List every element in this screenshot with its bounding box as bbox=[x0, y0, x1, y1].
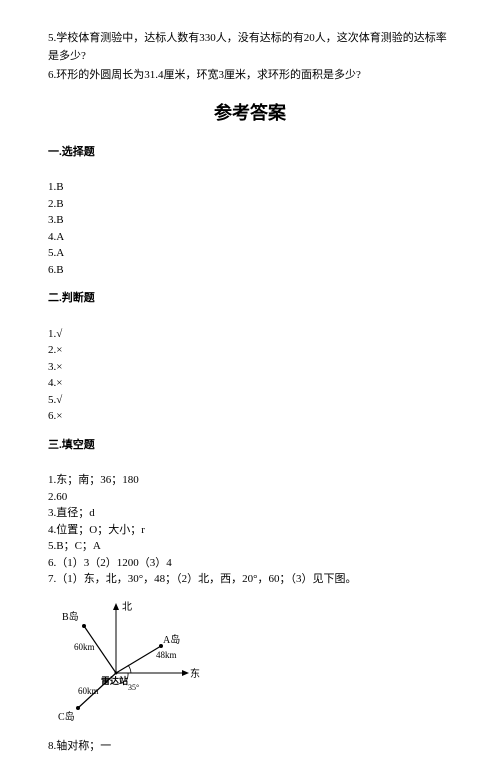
label-c-island: C岛 bbox=[58, 710, 75, 723]
section-judge-title: 二.判断题 bbox=[48, 290, 452, 308]
judge-answer-5: 5.√ bbox=[48, 392, 452, 409]
radar-diagram: 北 东 B岛 A岛 C岛 雷达站 60km 60km 48km 35° bbox=[56, 598, 206, 728]
label-dist1: 60km bbox=[74, 642, 95, 652]
label-radar: 雷达站 bbox=[101, 675, 128, 686]
choice-answer-5: 5.A bbox=[48, 245, 452, 262]
section-fill-title: 三.填空题 bbox=[48, 437, 452, 455]
choice-answer-6: 6.B bbox=[48, 262, 452, 279]
label-a-island: A岛 bbox=[163, 633, 180, 646]
fill-answer-1: 1.东；南；36；180 bbox=[48, 472, 452, 489]
choice-answer-4: 4.A bbox=[48, 229, 452, 246]
label-angle: 35° bbox=[128, 683, 139, 692]
main-title: 参考答案 bbox=[48, 99, 452, 128]
judge-answer-4: 4.× bbox=[48, 375, 452, 392]
fill-answer-5: 5.B；C；A bbox=[48, 538, 452, 555]
label-dist3: 48km bbox=[156, 650, 177, 660]
fill-answer-8: 8.轴对称；一 bbox=[48, 738, 452, 755]
question-6: 6.环形的外圆周长为31.4厘米，环宽3厘米，求环形的面积是多少? bbox=[48, 67, 452, 85]
label-east: 东 bbox=[190, 667, 200, 680]
fill-answer-2: 2.60 bbox=[48, 489, 452, 506]
section-choice-title: 一.选择题 bbox=[48, 144, 452, 162]
judge-answer-1: 1.√ bbox=[48, 326, 452, 343]
label-b-island: B岛 bbox=[62, 610, 79, 623]
judge-answer-3: 3.× bbox=[48, 359, 452, 376]
fill-answer-6: 6.（1）3（2）1200（3）4 bbox=[48, 555, 452, 572]
judge-answer-6: 6.× bbox=[48, 408, 452, 425]
question-5: 5.学校体育测验中，达标人数有330人，没有达标的有20人，这次体育测验的达标率… bbox=[48, 30, 452, 65]
choice-answer-3: 3.B bbox=[48, 212, 452, 229]
choice-answer-2: 2.B bbox=[48, 196, 452, 213]
judge-answer-2: 2.× bbox=[48, 342, 452, 359]
choice-answer-1: 1.B bbox=[48, 179, 452, 196]
label-north: 北 bbox=[122, 601, 132, 613]
fill-answer-4: 4.位置；O；大小；r bbox=[48, 522, 452, 539]
fill-answer-7: 7.（1）东，北，30°，48；（2）北，西，20°，60；（3）见下图。 bbox=[48, 571, 452, 588]
label-dist2: 60km bbox=[78, 686, 99, 696]
fill-answer-3: 3.直径；d bbox=[48, 505, 452, 522]
